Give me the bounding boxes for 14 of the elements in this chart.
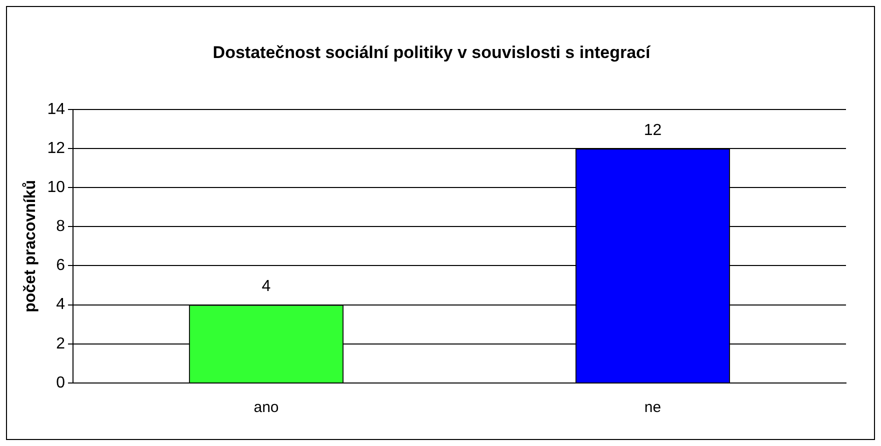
y-axis-title: počet pracovníků <box>22 180 40 312</box>
x-tick-label: ano <box>254 399 279 416</box>
y-tick-label: 12 <box>47 140 66 157</box>
chart-title: Dostatečnost sociální politiky v souvislosti s integrací <box>212 42 652 62</box>
y-tick-label: 14 <box>47 100 66 118</box>
y-tick-label: 4 <box>56 296 66 314</box>
y-tick-label: 8 <box>56 218 66 236</box>
data-label: 4 <box>262 278 271 296</box>
y-tick-label: 2 <box>56 335 66 352</box>
y-tick-label: 6 <box>56 257 66 274</box>
data-label: 12 <box>644 122 662 139</box>
x-tick-label: ne <box>644 399 662 416</box>
y-tick-label: 10 <box>47 178 66 196</box>
y-tick-label: 0 <box>56 374 66 392</box>
